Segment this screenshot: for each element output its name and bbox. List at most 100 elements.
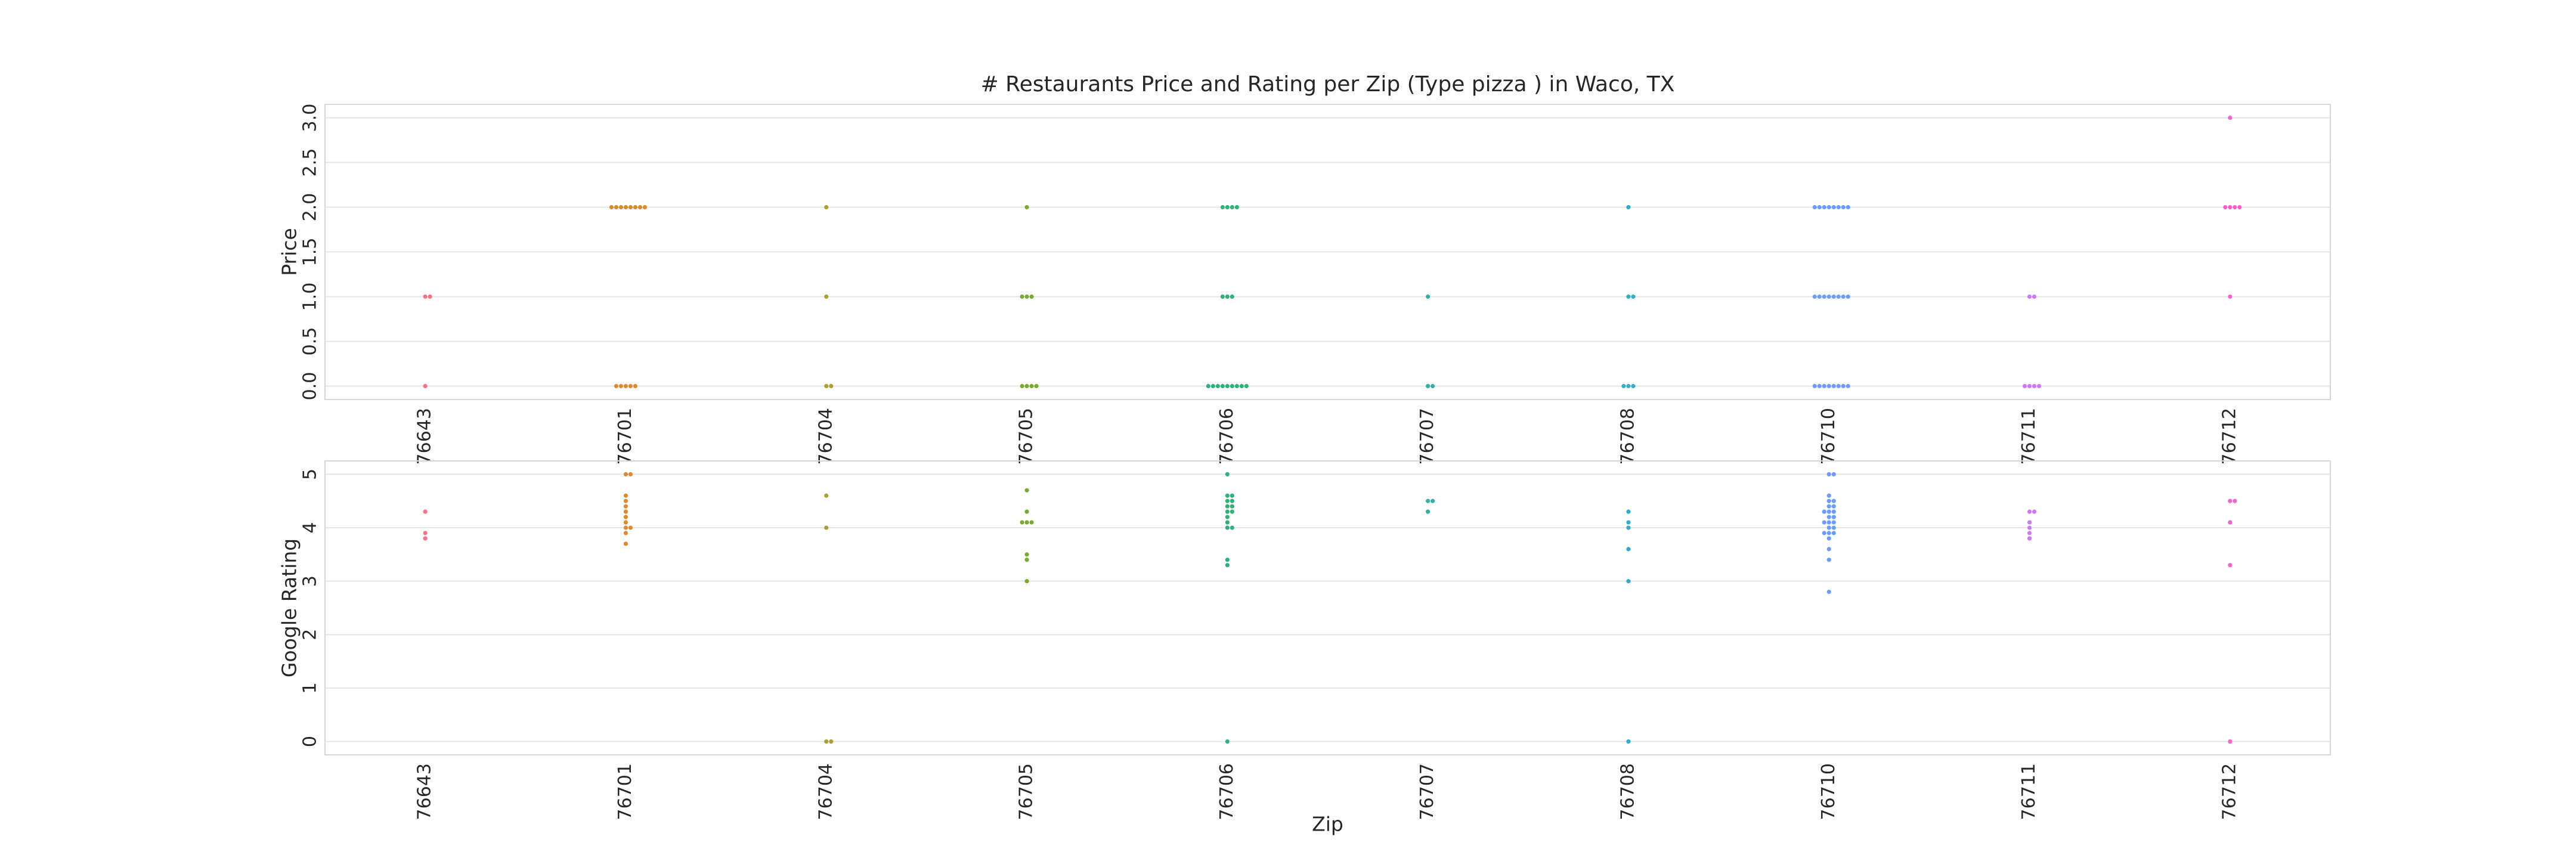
point — [2233, 498, 2237, 503]
point — [1831, 205, 1836, 210]
x-tick-label: 76701 — [615, 408, 636, 464]
point — [614, 383, 619, 389]
point — [2022, 383, 2027, 389]
point — [1225, 739, 1230, 744]
point — [1230, 509, 1234, 514]
point — [824, 525, 829, 530]
point — [1831, 515, 1836, 519]
point — [1024, 383, 1029, 389]
y-tick-label: 1.5 — [300, 238, 321, 267]
point — [1831, 509, 1836, 514]
point — [824, 383, 829, 389]
point — [618, 383, 624, 389]
point — [1024, 552, 1029, 557]
point — [623, 472, 628, 477]
point — [623, 531, 628, 535]
point — [628, 525, 633, 530]
point — [1225, 563, 1230, 568]
point — [1812, 294, 1817, 299]
x-tick-label: 76707 — [1417, 763, 1438, 820]
point — [1225, 504, 1230, 509]
point — [1831, 531, 1836, 535]
point — [1225, 205, 1230, 210]
point — [1626, 579, 1631, 584]
point — [1431, 383, 1435, 389]
point — [423, 383, 428, 389]
x-tick-label: 76704 — [815, 408, 836, 464]
x-tick-label: 76706 — [1216, 408, 1237, 464]
point — [1841, 383, 1846, 389]
point — [1626, 205, 1631, 210]
point — [1831, 520, 1836, 525]
point — [1822, 509, 1826, 514]
point — [1831, 472, 1836, 477]
x-axis-label: Zip — [1312, 813, 1343, 836]
point — [1826, 531, 1831, 535]
point — [2027, 525, 2032, 530]
point — [2032, 509, 2037, 514]
point — [1836, 205, 1841, 210]
y-axis-label: Price — [278, 228, 301, 276]
x-tick-label: 76704 — [815, 763, 836, 820]
x-tick-label: 76643 — [414, 408, 435, 464]
point — [2027, 509, 2032, 514]
point — [609, 205, 614, 210]
point — [1626, 383, 1631, 389]
point — [1225, 525, 1230, 530]
point — [2228, 520, 2233, 525]
y-tick-label: 0.0 — [300, 372, 321, 401]
point — [618, 205, 624, 210]
point — [1024, 294, 1029, 299]
point — [1230, 383, 1234, 389]
point — [1234, 383, 1239, 389]
point — [1230, 294, 1234, 299]
x-tick-label: 76711 — [2018, 408, 2039, 464]
point — [2228, 739, 2233, 744]
x-tick-label: 76705 — [1016, 408, 1037, 464]
point — [1812, 383, 1817, 389]
x-tick-label: 76643 — [414, 763, 435, 820]
point — [1831, 504, 1836, 509]
point — [2228, 498, 2233, 503]
point — [1826, 294, 1831, 299]
point — [1220, 205, 1225, 210]
point — [614, 205, 619, 210]
point — [633, 383, 638, 389]
point — [1626, 294, 1631, 299]
x-tick-label: 76707 — [1417, 408, 1438, 464]
point — [2032, 294, 2037, 299]
point — [623, 498, 628, 503]
point — [1230, 525, 1234, 530]
point — [1826, 515, 1831, 519]
point — [1817, 383, 1822, 389]
point — [1817, 294, 1822, 299]
point — [1020, 294, 1024, 299]
point — [1024, 205, 1029, 210]
point — [428, 294, 432, 299]
point — [824, 294, 829, 299]
point — [1846, 205, 1850, 210]
point — [2032, 383, 2037, 389]
y-tick-label: 1.0 — [300, 283, 321, 311]
point — [2228, 563, 2233, 568]
point — [1225, 515, 1230, 519]
point — [1029, 520, 1034, 525]
point — [824, 739, 829, 744]
x-tick-label: 76705 — [1016, 763, 1037, 820]
point — [628, 383, 633, 389]
point — [628, 472, 633, 477]
point — [1836, 294, 1841, 299]
point — [1244, 383, 1249, 389]
point — [1210, 383, 1215, 389]
point — [2228, 115, 2233, 120]
point — [1836, 383, 1841, 389]
y-tick-label: 5 — [300, 469, 321, 480]
point — [1822, 205, 1826, 210]
point — [1215, 383, 1220, 389]
x-tick-label: 76708 — [1617, 408, 1638, 464]
point — [2233, 205, 2237, 210]
point — [623, 493, 628, 498]
point — [423, 531, 428, 535]
point — [1826, 558, 1831, 562]
point — [1024, 509, 1029, 514]
